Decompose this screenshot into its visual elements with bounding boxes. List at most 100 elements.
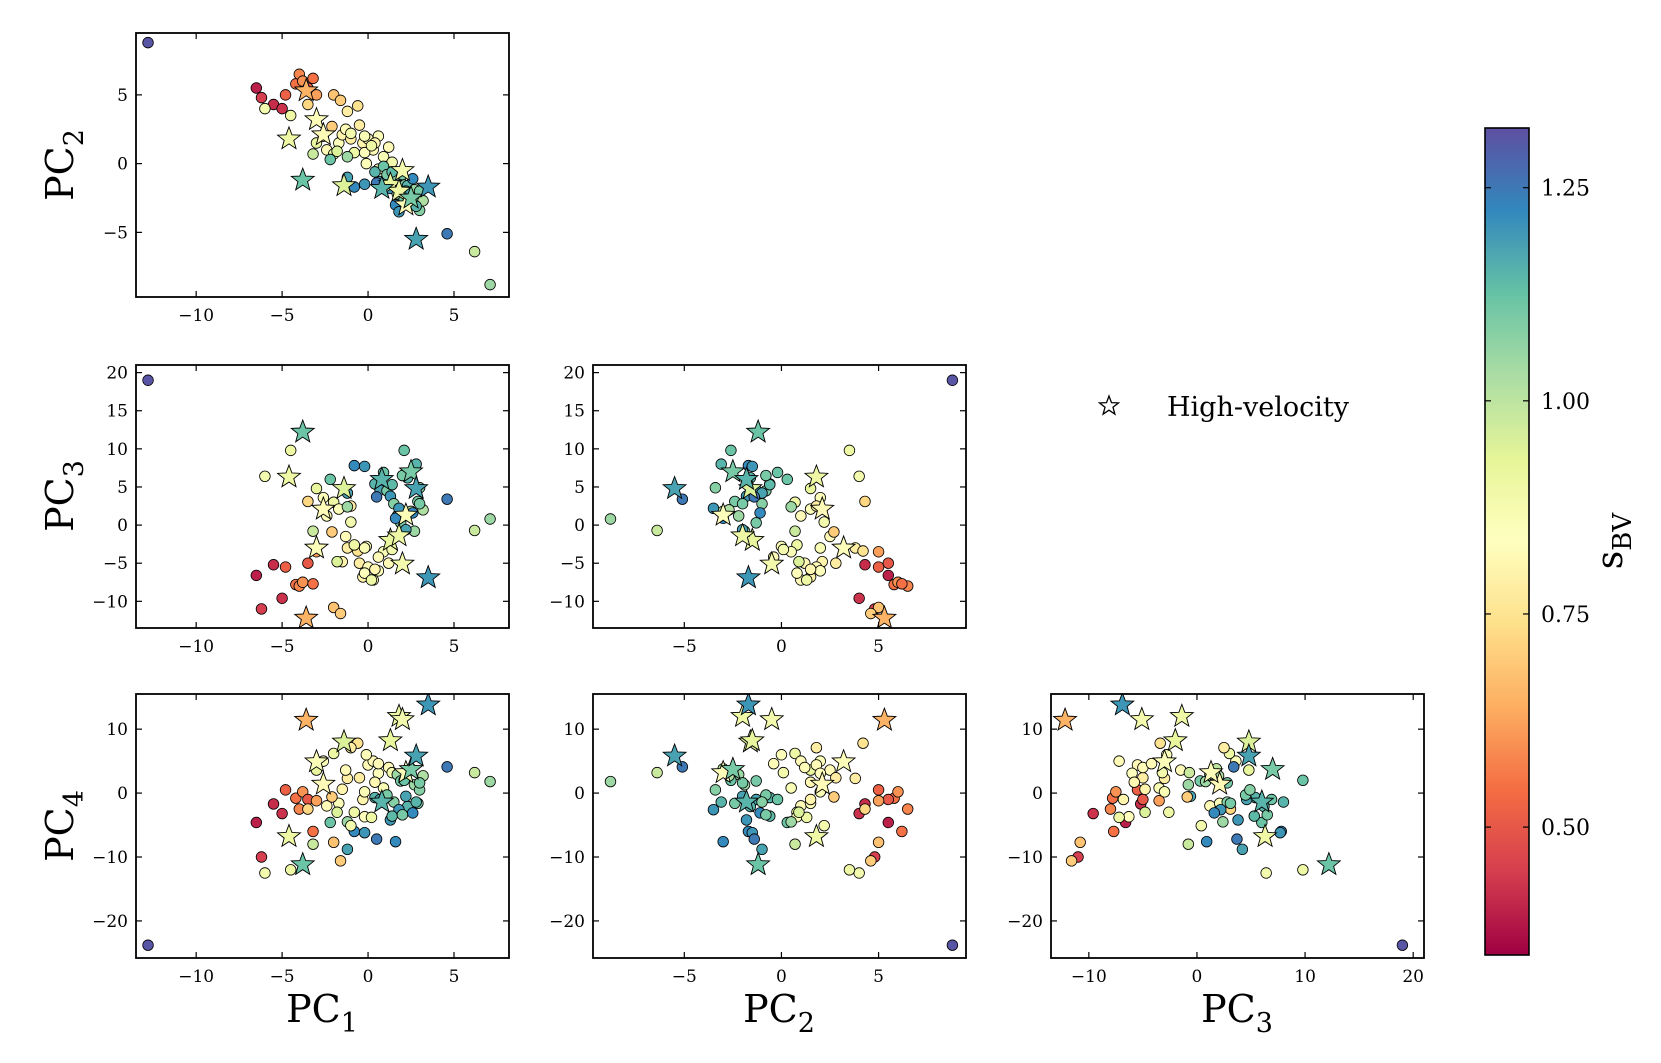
y-tick-label: 5 [117, 86, 128, 106]
data-point [250, 82, 263, 94]
data-point [733, 510, 745, 522]
data-point [348, 539, 360, 551]
high-velocity-star [398, 756, 424, 781]
high-velocity-star [276, 125, 302, 150]
data-points [1052, 694, 1409, 951]
data-point [767, 757, 780, 770]
high-velocity-star [403, 742, 429, 767]
high-velocity-star [293, 77, 319, 102]
data-point [331, 555, 343, 568]
y-tick-label: 10 [563, 720, 585, 740]
y-tick-label: 20 [563, 364, 585, 384]
data-point [484, 513, 496, 525]
data-point [358, 146, 371, 159]
high-velocity-star [1249, 788, 1275, 813]
data-point [484, 775, 496, 788]
data-point [872, 784, 885, 796]
x-tick-label: −10 [178, 967, 214, 987]
x-tick-label: 5 [449, 306, 460, 326]
high-velocity-star [389, 550, 416, 575]
data-point [276, 807, 288, 820]
high-velocity-star [398, 184, 424, 209]
data-point [302, 557, 314, 569]
data-point [725, 444, 737, 457]
data-point [1218, 741, 1230, 754]
data-point [1145, 757, 1158, 770]
data-point [709, 784, 722, 796]
data-point [1104, 803, 1117, 815]
data-point [828, 526, 840, 538]
x-tick-label: −5 [270, 306, 295, 326]
data-point [777, 766, 790, 779]
high-velocity-star [739, 727, 765, 752]
high-velocity-star [415, 694, 441, 716]
y-tick-label: −10 [549, 848, 585, 868]
data-point [398, 444, 410, 457]
data-point [1228, 761, 1240, 773]
data-point [872, 836, 885, 849]
data-point [369, 166, 381, 178]
data-point [410, 796, 422, 808]
data-point [760, 809, 772, 821]
data-point [1123, 811, 1135, 823]
high-velocity-star [293, 604, 319, 628]
data-point [255, 91, 268, 104]
high-velocity-star [403, 475, 429, 500]
panel-pc3-pc4: −10 0 10 20 −20 −10 0 10 [1007, 693, 1425, 987]
data-point [441, 761, 453, 773]
data-point [1260, 867, 1272, 879]
data-point [341, 151, 354, 163]
panel-pc1-pc2: −10 −5 0 5 −5 0 5 [103, 32, 510, 326]
colorbar-tick-label: 1.00 [1541, 390, 1590, 415]
data-point [297, 576, 309, 588]
high-velocity-star [1151, 748, 1178, 773]
data-point [307, 525, 319, 537]
high-velocity-star [661, 475, 688, 500]
data-point [746, 460, 759, 473]
data-point [785, 501, 797, 513]
data-point [389, 835, 402, 848]
high-velocity-star [331, 172, 357, 197]
y-tick-label: 5 [117, 478, 128, 498]
data-point [777, 543, 790, 556]
data-point [1087, 807, 1099, 820]
data-point [882, 816, 894, 829]
high-velocity-star [415, 564, 441, 589]
panel-pc2-pc3: −5 0 5 −10 −5 0 5 10 15 20 [549, 364, 967, 657]
data-point [760, 469, 772, 482]
data-point [857, 545, 869, 557]
data-point [775, 749, 788, 761]
high-velocity-star [710, 501, 736, 526]
high-velocity-star [303, 106, 330, 131]
high-velocity-star [369, 788, 395, 813]
data-point [358, 178, 371, 190]
data-point [345, 127, 357, 140]
data-point [340, 530, 352, 543]
data-point [1108, 825, 1120, 838]
data-point [255, 851, 268, 863]
data-point [334, 94, 347, 107]
high-velocity-star [1129, 706, 1155, 731]
data-point [1158, 786, 1171, 798]
x-tick-label: 0 [363, 306, 374, 326]
colorbar-tick-label: 0.50 [1541, 816, 1590, 841]
y-tick-label: −20 [1007, 912, 1043, 932]
data-point [1195, 819, 1207, 832]
data-point [800, 574, 813, 586]
data-point [345, 516, 357, 528]
data-point [804, 563, 817, 576]
data-point [1232, 814, 1244, 826]
data-point [1182, 838, 1195, 850]
data-point [828, 791, 840, 803]
data-point [754, 507, 766, 519]
colorbar-gradient [1484, 127, 1530, 956]
data-point [353, 119, 366, 131]
data-point [1139, 783, 1151, 795]
data-point [370, 833, 383, 845]
high-velocity-star [369, 466, 395, 491]
data-point [717, 835, 729, 848]
data-point [340, 764, 352, 776]
data-point [307, 825, 319, 838]
